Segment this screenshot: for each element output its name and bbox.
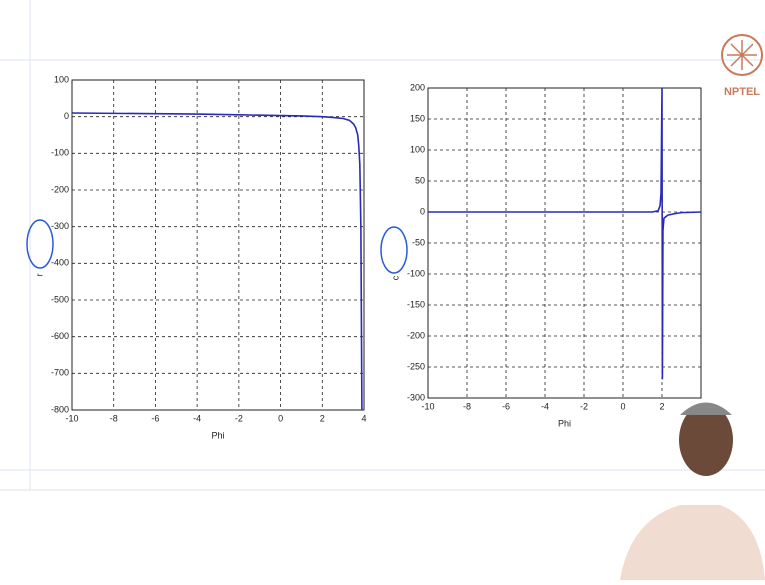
y-tick-label: 50 <box>415 175 425 185</box>
x-tick-label: 0 <box>620 401 625 411</box>
y-tick-label: -100 <box>407 268 425 278</box>
presenter <box>620 403 765 581</box>
x-tick-label: -4 <box>193 413 201 423</box>
x-tick-label: -8 <box>463 401 471 411</box>
y-axis-label: c <box>390 275 400 280</box>
y-tick-label: -300 <box>51 221 69 231</box>
y-tick-label: -200 <box>407 330 425 340</box>
plot-area <box>428 88 701 398</box>
screen: NPTEL 1000-100-200-300-400-500-600-700-8… <box>0 0 765 580</box>
x-tick-label: 0 <box>278 413 283 423</box>
y-axis-label: r <box>34 274 44 277</box>
y-tick-label: -250 <box>407 361 425 371</box>
x-tick-label: -6 <box>502 401 510 411</box>
y-tick-label: 200 <box>410 82 425 92</box>
y-tick-label: -500 <box>51 294 69 304</box>
x-tick-label: -10 <box>421 401 434 411</box>
x-tick-label: -10 <box>65 413 78 423</box>
y-tick-label: -100 <box>51 148 69 158</box>
x-tick-label: -6 <box>151 413 159 423</box>
x-tick-label: -8 <box>110 413 118 423</box>
y-tick-label: -50 <box>412 237 425 247</box>
handwritten-circle <box>381 227 407 273</box>
x-tick-label: 2 <box>659 401 664 411</box>
handwritten-circle <box>27 220 53 268</box>
x-tick-label: -4 <box>541 401 549 411</box>
y-tick-label: 100 <box>410 144 425 154</box>
y-tick-label: -150 <box>407 299 425 309</box>
logo-text: NPTEL <box>724 86 760 98</box>
plot-area <box>72 80 364 410</box>
x-axis-label: Phi <box>211 430 224 440</box>
y-tick-label: -700 <box>51 368 69 378</box>
y-tick-label: 0 <box>64 111 69 121</box>
y-tick-label: -600 <box>51 331 69 341</box>
y-tick-label: 150 <box>410 113 425 123</box>
x-tick-label: 2 <box>320 413 325 423</box>
x-tick-label: -2 <box>235 413 243 423</box>
x-axis-label: Phi <box>558 418 571 428</box>
y-tick-label: -200 <box>51 184 69 194</box>
y-tick-label: 0 <box>420 206 425 216</box>
x-tick-label: -2 <box>580 401 588 411</box>
x-tick-label: 4 <box>361 413 366 423</box>
logo: NPTEL <box>722 35 762 98</box>
y-tick-label: 100 <box>54 74 69 84</box>
y-tick-label: -400 <box>51 258 69 268</box>
